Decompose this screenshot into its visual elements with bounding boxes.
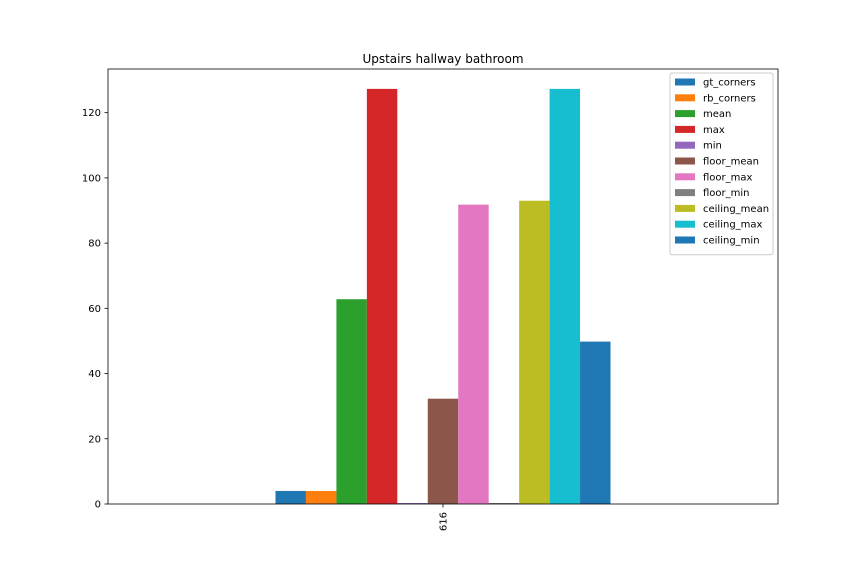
bar-gt_corners xyxy=(275,490,306,504)
bar-rb_corners xyxy=(305,490,337,504)
legend-swatch-mean xyxy=(675,110,695,118)
legend-label-min: min xyxy=(703,141,722,152)
legend-swatch-floor_max xyxy=(675,173,695,181)
legend-swatch-gt_corners xyxy=(675,78,695,86)
bar-floor_mean xyxy=(427,398,459,504)
y-tick-label: 120 xyxy=(82,108,101,119)
legend-label-floor_max: floor_max xyxy=(703,172,753,183)
bar-min xyxy=(397,503,428,504)
bar-floor_max xyxy=(458,204,489,504)
bar-floor_min xyxy=(488,503,520,504)
legend-swatch-floor_min xyxy=(675,189,695,197)
legend-label-max: max xyxy=(703,125,725,136)
legend-swatch-ceiling_min xyxy=(675,236,695,244)
bar-ceiling_max xyxy=(549,88,581,504)
legend-label-rb_corners: rb_corners xyxy=(703,93,756,104)
y-tick-label: 100 xyxy=(82,173,101,184)
y-tick-label: 0 xyxy=(95,500,101,511)
legend-swatch-rb_corners xyxy=(675,94,695,102)
legend-label-ceiling_min: ceiling_min xyxy=(703,236,760,247)
legend-label-mean: mean xyxy=(703,109,731,120)
bar-mean xyxy=(336,299,367,504)
legend-label-floor_mean: floor_mean xyxy=(703,157,759,168)
legend-label-ceiling_mean: ceiling_mean xyxy=(703,204,769,215)
x-tick-label: 616 xyxy=(439,512,450,531)
chart-title: Upstairs hallway bathroom xyxy=(362,52,523,66)
legend-swatch-max xyxy=(675,125,695,133)
legend-box xyxy=(669,72,774,256)
bars-group xyxy=(275,88,611,505)
bar-max xyxy=(366,88,398,504)
legend-swatch-ceiling_mean xyxy=(675,204,695,212)
legend-swatch-ceiling_max xyxy=(675,220,695,228)
legend-label-floor_min: floor_min xyxy=(703,188,750,199)
y-axis: 0 20 40 60 80 100 120 xyxy=(82,108,108,511)
y-tick-label: 80 xyxy=(88,239,101,250)
bar-ceiling_min xyxy=(580,341,611,504)
legend-label-gt_corners: gt_corners xyxy=(703,78,756,89)
legend-label-ceiling_max: ceiling_max xyxy=(703,220,763,231)
legend-swatch-floor_mean xyxy=(675,157,695,165)
x-axis: 616 xyxy=(439,504,450,531)
plot-frame xyxy=(107,68,779,505)
bar-ceiling_mean xyxy=(519,200,550,505)
legend-swatch-min xyxy=(675,141,695,149)
y-tick-label: 60 xyxy=(88,304,101,315)
y-tick-label: 20 xyxy=(88,434,101,445)
y-tick-label: 40 xyxy=(88,369,101,380)
